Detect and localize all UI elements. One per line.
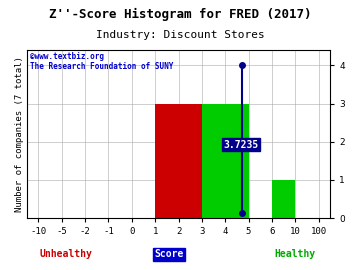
Y-axis label: Number of companies (7 total): Number of companies (7 total): [15, 56, 24, 212]
Text: Unhealthy: Unhealthy: [40, 249, 93, 259]
Bar: [272, 180, 295, 218]
Bar: [202, 104, 248, 218]
Text: Z''-Score Histogram for FRED (2017): Z''-Score Histogram for FRED (2017): [49, 8, 311, 21]
Text: Healthy: Healthy: [275, 249, 316, 259]
Text: ©www.textbiz.org
The Research Foundation of SUNY: ©www.textbiz.org The Research Foundation…: [30, 52, 173, 71]
Bar: [155, 104, 202, 218]
Text: 3.7235: 3.7235: [223, 140, 258, 150]
Text: Score: Score: [154, 249, 184, 259]
Text: Industry: Discount Stores: Industry: Discount Stores: [96, 30, 264, 40]
